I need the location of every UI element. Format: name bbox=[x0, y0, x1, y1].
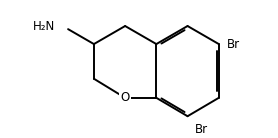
Text: H₂N: H₂N bbox=[33, 19, 55, 33]
Text: Br: Br bbox=[226, 38, 240, 51]
Text: O: O bbox=[120, 91, 130, 104]
Text: Br: Br bbox=[195, 123, 208, 136]
